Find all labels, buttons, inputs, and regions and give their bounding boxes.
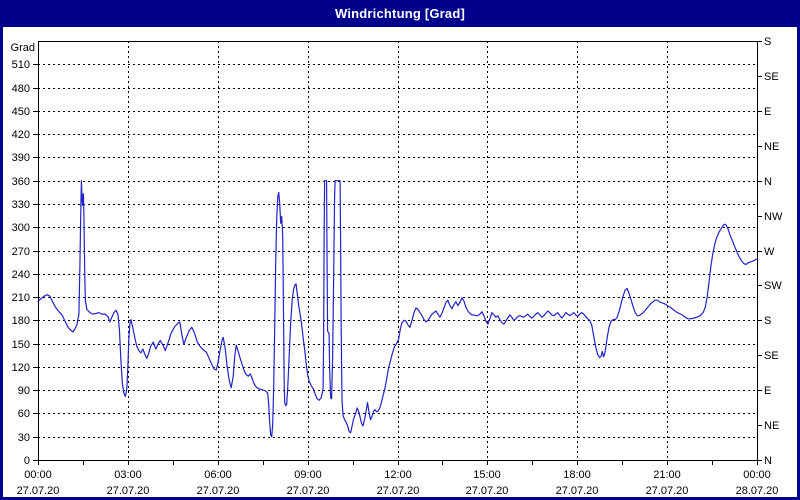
compass-tick-label: SE [764,350,779,362]
y-tick-label: 450 [12,106,30,118]
x-tick-date-label: 28.07.20 [736,485,779,497]
compass-tick-label: W [764,246,775,258]
x-tick-time-label: 00:00 [24,469,52,481]
x-tick-date-label: 27.07.20 [287,485,330,497]
y-tick-label: 300 [12,222,30,234]
x-tick-date-label: 27.07.20 [377,485,420,497]
x-tick-time-label: 09:00 [294,469,322,481]
x-axis-date-labels: 27.07.20 27.07.20 27.07.20 27.07.20 27.07.20… [17,485,779,497]
x-tick-date-label: 27.07.20 [646,485,689,497]
compass-tick-label: NW [764,211,783,223]
x-axis-time-labels: 00:00 03:00 06:00 09:00 12:00 15:00 18:00 21:00… [24,469,771,481]
x-tick-time-label: 06:00 [204,469,232,481]
series-windrichtung [37,180,758,438]
page-title: Windrichtung [Grad] [334,6,466,21]
x-tick-date-label: 27.07.20 [17,485,60,497]
y-axis-unit: Grad [11,42,35,54]
right-axis-ticks [757,41,762,461]
x-tick-date-label: 27.07.20 [197,485,240,497]
y-tick-label: 180 [12,315,30,327]
y-tick-label: 240 [12,269,30,281]
compass-tick-label: N [764,176,772,188]
x-axis-ticks [38,460,758,465]
left-axis-labels: 0 30 60 90 120 150 180 210 240 270 300 330 360 390 420… [12,59,30,467]
y-tick-label: 120 [12,362,30,374]
compass-tick-label: S [764,36,771,48]
y-tick-label: 210 [12,292,30,304]
x-tick-time-label: 00:00 [743,469,771,481]
y-tick-label: 60 [18,408,30,420]
x-tick-date-label: 27.07.20 [556,485,599,497]
y-tick-label: 390 [12,152,30,164]
right-axis-labels: N NE E SE S SW W NW N NE E SE S [764,36,783,467]
wind-direction-line [37,180,758,438]
compass-tick-label: SW [764,280,782,292]
axis-unit-label: Grad [11,42,35,54]
compass-tick-label: S [764,315,771,327]
y-gridlines [38,64,757,438]
y-tick-label: 30 [18,432,30,444]
x-tick-date-label: 27.07.20 [466,485,509,497]
y-tick-label: 480 [12,83,30,95]
title-bar: Windrichtung [Grad] [0,0,800,27]
compass-tick-label: E [764,385,771,397]
y-tick-label: 0 [24,455,30,467]
compass-tick-label: SE [764,71,779,83]
left-axis-ticks [33,64,38,461]
y-tick-label: 420 [12,129,30,141]
compass-tick-label: E [764,106,771,118]
y-tick-label: 270 [12,246,30,258]
x-tick-time-label: 03:00 [114,469,142,481]
compass-tick-label: NE [764,420,779,432]
compass-tick-label: N [764,455,772,467]
y-tick-label: 330 [12,199,30,211]
x-tick-time-label: 15:00 [473,469,501,481]
x-tick-time-label: 21:00 [653,469,681,481]
x-tick-date-label: 27.07.20 [107,485,150,497]
y-tick-label: 510 [12,59,30,71]
y-tick-label: 360 [12,176,30,188]
x-tick-time-label: 12:00 [384,469,412,481]
x-tick-time-label: 18:00 [563,469,591,481]
y-tick-label: 90 [18,385,30,397]
y-tick-label: 150 [12,339,30,351]
compass-tick-label: NE [764,141,779,153]
x-gridlines [128,41,668,460]
